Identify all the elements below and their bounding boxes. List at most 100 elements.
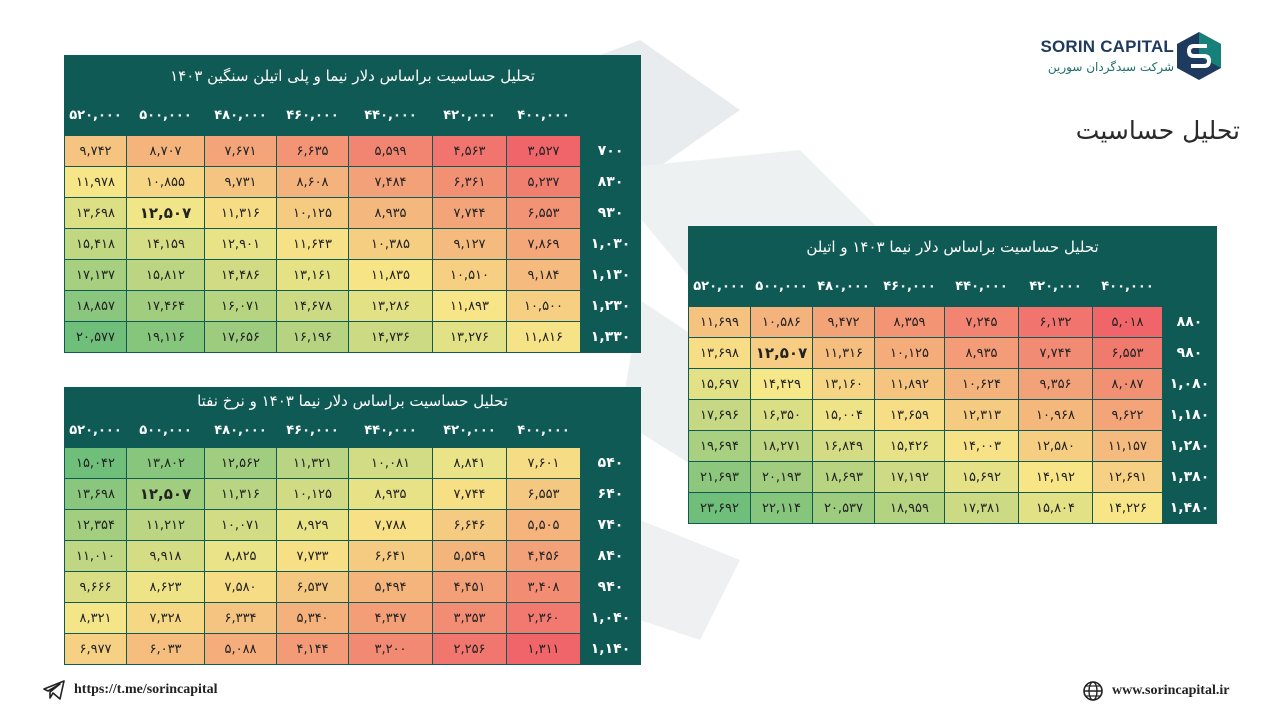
telegram-link[interactable]: https://t.me/sorincapital — [74, 682, 218, 697]
value-cell: ۱۱,۳۱۶ — [204, 197, 277, 229]
value-cell: ۲۰,۱۹۳ — [750, 461, 813, 493]
value-cell: ۳,۴۰۸ — [506, 571, 581, 603]
row-header: ۱,۲۳۰ — [579, 290, 642, 322]
value-cell: ۱۴,۴۸۶ — [204, 259, 277, 291]
table-row: ۱۷,۱۳۷ ۱۵,۸۱۲ ۱۴,۴۸۶ ۱۳,۱۶۱ ۱۱,۸۳۵ ۱۰,۵۱۰ ۹,۱۸… — [64, 259, 642, 291]
row-header: ۱,۳۳۰ — [579, 321, 642, 353]
value-cell: ۹,۷۳۱ — [204, 166, 277, 198]
footer-telegram[interactable]: https://t.me/sorincapital — [34, 680, 218, 700]
value-cell: ۹,۹۱۸ — [126, 540, 205, 572]
value-cell: ۱۷,۳۸۱ — [944, 492, 1019, 524]
value-cell: ۹,۴۷۲ — [812, 306, 875, 338]
column-header: ۴۸۰,۰۰۰ — [204, 95, 277, 136]
value-cell: ۹,۷۴۲ — [64, 135, 127, 167]
value-cell: ۱۳,۲۸۶ — [348, 290, 433, 322]
column-header: ۵۰۰,۰۰۰ — [750, 266, 813, 307]
value-cell: ۱۲,۵۶۲ — [204, 447, 277, 479]
value-cell: ۷,۳۲۸ — [126, 602, 205, 634]
table-row: ۸,۳۲۱ ۷,۳۲۸ ۶,۳۳۴ ۵,۳۴۰ ۴,۳۴۷ ۳,۳۵۳ ۲,۳۶۰ ۱,۰۴۰ — [64, 602, 641, 634]
column-header: ۵۰۰,۰۰۰ — [126, 413, 205, 448]
value-cell: ۹,۶۲۲ — [1092, 399, 1163, 431]
value-cell: ۱۶,۸۴۹ — [812, 430, 875, 462]
value-cell: ۱۹,۶۹۴ — [688, 430, 751, 462]
value-cell: ۶,۰۳۳ — [126, 633, 205, 665]
value-cell: ۱۸,۸۵۷ — [64, 290, 127, 322]
table-row: ۱۹,۶۹۴ ۱۸,۲۷۱ ۱۶,۸۴۹ ۱۵,۴۲۶ ۱۴,۰۰۳ ۱۲,۵۸۰ ۱۱,۱… — [688, 430, 1217, 462]
value-cell: ۱۳,۶۹۸ — [64, 197, 127, 229]
value-cell: ۱۸,۶۹۳ — [812, 461, 875, 493]
value-cell: ۷,۷۳۳ — [276, 540, 349, 572]
table-row: ۹,۷۴۲ ۸,۷۰۷ ۷,۶۷۱ ۶,۶۳۵ ۵,۵۹۹ ۴,۵۶۳ ۳,۵۲۷ ۷۰۰ — [64, 135, 642, 167]
value-cell: ۳,۲۰۰ — [348, 633, 433, 665]
value-cell: ۷,۷۸۸ — [348, 509, 433, 541]
value-cell: ۸,۹۲۹ — [276, 509, 349, 541]
value-cell: ۱۳,۶۹۸ — [688, 337, 751, 369]
row-header: ۱,۲۸۰ — [1162, 430, 1217, 462]
value-cell: ۵,۵۰۵ — [506, 509, 581, 541]
value-cell: ۹,۳۵۶ — [1018, 368, 1093, 400]
column-header: ۴۶۰,۰۰۰ — [874, 266, 945, 307]
row-header: ۱,۱۳۰ — [579, 259, 642, 291]
value-cell: ۱۴,۷۳۶ — [348, 321, 433, 353]
value-cell: ۱۶,۱۹۶ — [276, 321, 349, 353]
brand-logo: SORIN CAPITAL شرکت سبدگردان سورین — [1040, 30, 1252, 82]
website-link[interactable]: www.sorincapital.ir — [1112, 683, 1230, 698]
table-row: ۹,۶۶۶ ۸,۶۲۳ ۷,۵۸۰ ۶,۵۳۷ ۵,۴۹۴ ۴,۴۵۱ ۳,۴۰۸ ۹۴۰ — [64, 571, 641, 603]
table-row: ۱۳,۶۹۸ ۱۲,۵۰۷ ۱۱,۳۱۶ ۱۰,۱۲۵ ۸,۹۳۵ ۷,۷۴۴ ۶,۵۵۳ ۹… — [688, 337, 1217, 369]
value-cell: ۲۲,۱۱۴ — [750, 492, 813, 524]
value-cell: ۱۷,۱۹۲ — [874, 461, 945, 493]
brand-hexagon-icon — [1177, 32, 1221, 80]
page-title: تحلیل حساسیت — [1075, 116, 1240, 145]
value-cell: ۸,۳۵۹ — [874, 306, 945, 338]
value-cell: ۱۱,۸۹۳ — [432, 290, 507, 322]
table-row: ۶,۹۷۷ ۶,۰۳۳ ۵,۰۸۸ ۴,۱۴۴ ۳,۲۰۰ ۲,۲۵۶ ۱,۳۱۱ ۱,۱۴۰ — [64, 633, 641, 665]
row-header: ۷۴۰ — [580, 509, 641, 541]
value-cell: ۱۲,۶۹۱ — [1092, 461, 1163, 493]
table-row: ۱۱,۹۷۸ ۱۰,۸۵۵ ۹,۷۳۱ ۸,۶۰۸ ۷,۴۸۴ ۶,۳۶۱ ۵,۲۳۷ ۸۳۰ — [64, 166, 642, 198]
value-cell: ۵,۵۹۹ — [348, 135, 433, 167]
value-cell: ۸,۸۴۱ — [432, 447, 507, 479]
brand-subtitle: شرکت سبدگردان سورین — [1047, 60, 1174, 74]
value-cell: ۱۵,۴۱۸ — [64, 228, 127, 260]
value-cell: ۱۰,۹۶۸ — [1018, 399, 1093, 431]
value-cell: ۶,۶۴۱ — [348, 540, 433, 572]
row-header: ۵۴۰ — [580, 447, 641, 479]
value-cell: ۷,۷۴۴ — [432, 197, 507, 229]
value-cell: ۱۴,۲۲۶ — [1092, 492, 1163, 524]
value-cell: ۱۶,۰۷۱ — [204, 290, 277, 322]
row-header: ۱,۰۴۰ — [580, 602, 641, 634]
row-header: ۹۳۰ — [579, 197, 642, 229]
value-cell: ۲,۳۶۰ — [506, 602, 581, 634]
value-cell: ۶,۵۵۳ — [506, 478, 581, 510]
column-header: ۴۶۰,۰۰۰ — [276, 95, 349, 136]
sensitivity-table-naphtha: تحلیل حساسیت براساس دلار نیما ۱۴۰۳ و نرخ… — [64, 387, 641, 665]
value-cell: ۶,۱۳۲ — [1018, 306, 1093, 338]
value-cell: ۹,۱۸۴ — [506, 259, 581, 291]
column-header: ۴۸۰,۰۰۰ — [204, 413, 277, 448]
value-cell: ۶,۵۳۷ — [276, 571, 349, 603]
value-cell: ۷,۴۸۴ — [348, 166, 433, 198]
value-cell: ۱۷,۶۵۶ — [204, 321, 277, 353]
value-cell: ۵,۰۸۸ — [204, 633, 277, 665]
value-cell: ۱۳,۶۵۹ — [874, 399, 945, 431]
value-cell: ۹,۱۲۷ — [432, 228, 507, 260]
value-cell: ۱۱,۸۳۵ — [348, 259, 433, 291]
row-header: ۱,۱۴۰ — [580, 633, 641, 665]
value-cell: ۷,۵۸۰ — [204, 571, 277, 603]
value-cell: ۱,۳۱۱ — [506, 633, 581, 665]
footer-website[interactable]: www.sorincapital.ir — [1074, 680, 1229, 702]
value-cell: ۱۰,۱۲۵ — [874, 337, 945, 369]
value-cell: ۱۰,۳۸۵ — [348, 228, 433, 260]
column-header: ۴۴۰,۰۰۰ — [944, 266, 1019, 307]
table-row: ۱۵,۴۱۸ ۱۴,۱۵۹ ۱۲,۹۰۱ ۱۱,۶۴۳ ۱۰,۳۸۵ ۹,۱۲۷ ۷,۸۶۹… — [64, 228, 642, 260]
value-cell: ۱۲,۳۱۳ — [944, 399, 1019, 431]
value-cell: ۱۴,۱۵۹ — [126, 228, 205, 260]
value-cell: ۳,۳۵۳ — [432, 602, 507, 634]
value-cell: ۴,۱۴۴ — [276, 633, 349, 665]
value-cell: ۶,۹۷۷ — [64, 633, 127, 665]
value-cell: ۱۴,۴۲۹ — [750, 368, 813, 400]
sensitivity-table-ethylene: تحلیل حساسیت براساس دلار نیما ۱۴۰۳ و اتی… — [688, 226, 1217, 524]
value-cell: ۶,۵۵۳ — [506, 197, 581, 229]
value-cell: ۷,۶۰۱ — [506, 447, 581, 479]
value-cell: ۵,۴۹۴ — [348, 571, 433, 603]
